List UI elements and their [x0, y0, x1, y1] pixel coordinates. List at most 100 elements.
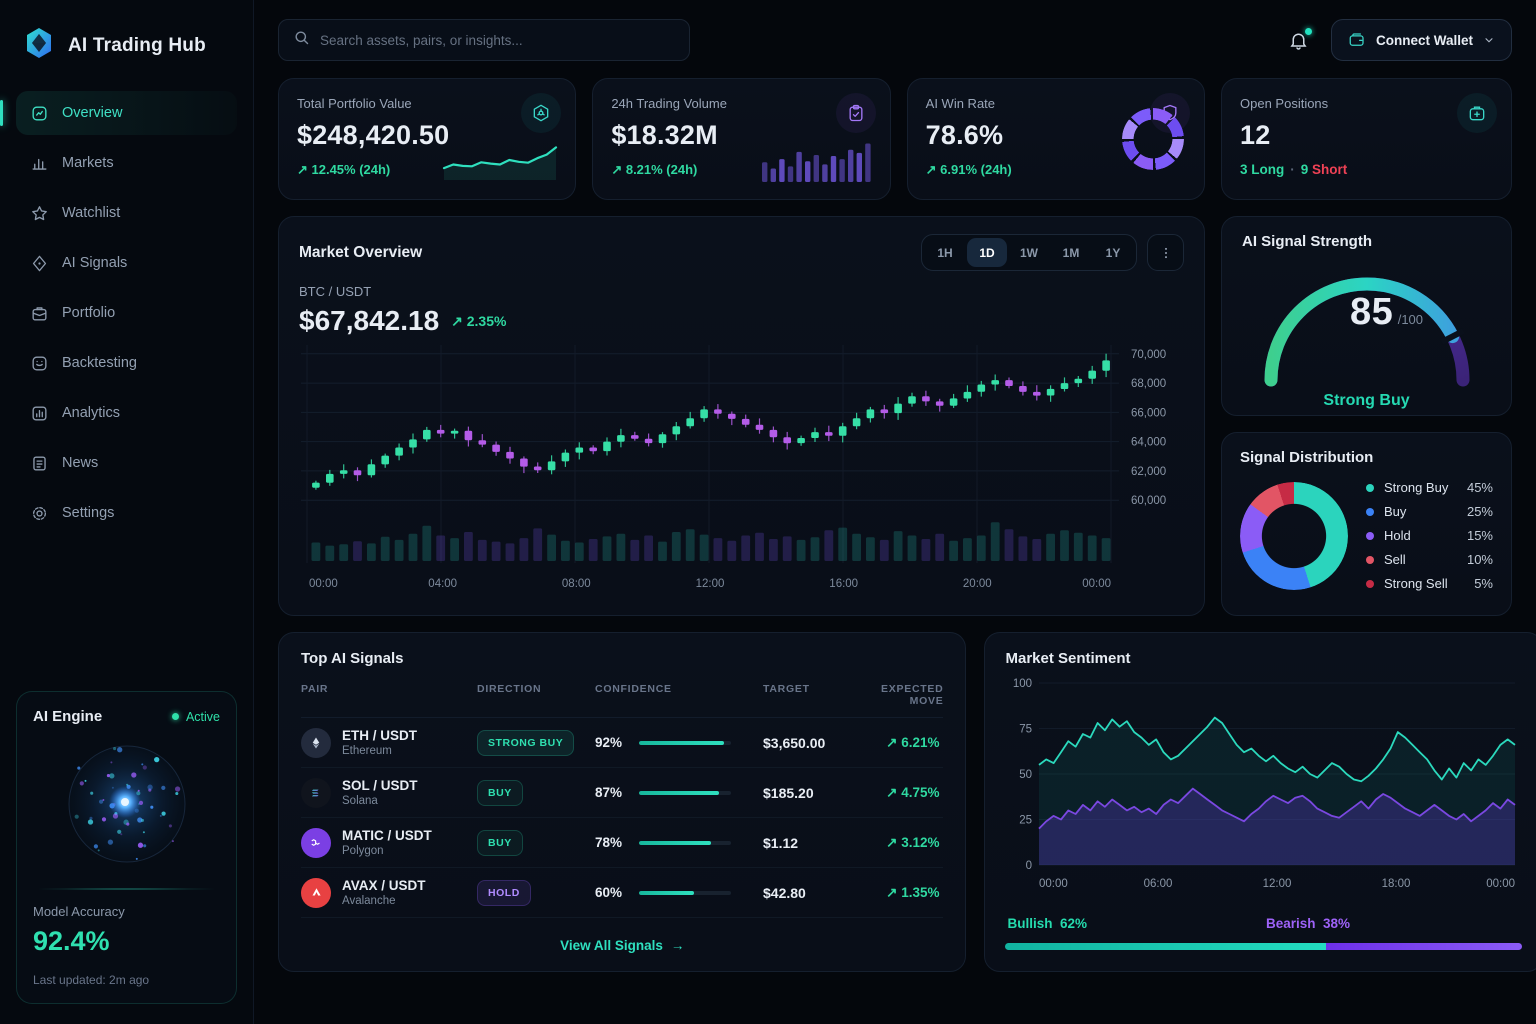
sentiment-summary: Bullish 62% Bearish 38% — [1007, 916, 1524, 931]
portfolio-sparkline — [441, 136, 559, 187]
confidence-value: 87% — [595, 785, 623, 800]
connect-wallet-button[interactable]: Connect Wallet — [1330, 19, 1512, 61]
expected-move: ↗ 1.35% — [886, 884, 940, 900]
legend-label: Sell — [1384, 552, 1406, 567]
sidebar-item-backtesting[interactable]: Backtesting — [16, 341, 237, 385]
legend-dot-icon — [1366, 579, 1374, 588]
signal-row-sol[interactable]: SOL / USDT Solana BUY 87% $185.20 ↗ 4.75% — [301, 768, 944, 818]
timeframe-1w[interactable]: 1W — [1020, 245, 1038, 260]
timeframe-1h[interactable]: 1H — [937, 245, 953, 260]
arrow-right-icon: → — [670, 938, 685, 953]
sidebar-item-settings[interactable]: Settings — [16, 491, 237, 535]
sidebar-item-markets[interactable]: Markets — [16, 141, 237, 185]
svg-text:08:00: 08:00 — [562, 578, 591, 590]
notifications-button[interactable] — [1288, 27, 1312, 51]
sidebar-item-ai-signals[interactable]: AI Signals — [16, 241, 237, 285]
sidebar: AI Trading Hub Overview Markets Watchlist A… — [0, 0, 254, 1024]
sidebar-item-portfolio[interactable]: Portfolio — [16, 291, 237, 335]
watchlist-icon — [30, 204, 49, 223]
target-price: $1.12 — [763, 834, 799, 851]
svg-text:12:00: 12:00 — [1263, 878, 1292, 890]
stat-label: Open Positions — [1240, 96, 1329, 111]
divider — [35, 888, 218, 890]
expected-move: ↗ 3.12% — [886, 834, 940, 850]
signal-row-eth[interactable]: ETH / USDT Ethereum STRONG BUY 92% $3,650.00… — [301, 718, 944, 768]
pair-price: $67,842.18 — [299, 305, 440, 336]
sidebar-item-news[interactable]: News — [16, 441, 237, 485]
candlestick-chart[interactable]: 70,000 68,000 66,000 64,000 62,000 60,000 00:0… — [299, 341, 1184, 603]
signal-row-matic[interactable]: MATIC / USDT Polygon BUY 78% $1.12 ↗ 3.12% — [301, 818, 944, 868]
legend-dot-icon — [1366, 507, 1374, 516]
target-price: $3,650.00 — [763, 734, 826, 751]
short-label: Short — [1312, 162, 1348, 177]
confidence-value: 60% — [595, 885, 623, 900]
model-accuracy-label: Model Accuracy — [33, 904, 125, 919]
stat-label: Total Portfolio Value — [297, 96, 412, 111]
confidence-bar — [639, 890, 731, 895]
stat-value: 78.6% — [925, 120, 1004, 150]
gauge-value: 85 /100 — [1242, 291, 1531, 334]
confidence-value: 78% — [595, 835, 623, 850]
signal-pair: SOL / USDT — [342, 778, 418, 793]
top-ai-signals-title: Top AI Signals — [301, 650, 404, 667]
timeframe-1y[interactable]: 1Y — [1105, 245, 1121, 260]
signal-network: Solana — [342, 795, 378, 807]
search-input[interactable] — [320, 32, 675, 48]
last-updated: Last updated: 2m ago — [33, 973, 150, 987]
chevron-down-icon — [1485, 38, 1493, 43]
overview-icon — [30, 104, 49, 123]
short-count: 9 — [1300, 162, 1309, 177]
signal-strength-title: AI Signal Strength — [1242, 233, 1373, 250]
legend-dot-icon — [1366, 483, 1374, 492]
app-logo-icon — [22, 26, 56, 65]
sidebar-item-watchlist[interactable]: Watchlist — [16, 191, 237, 235]
sidebar-nav: Overview Markets Watchlist AI Signals Portfo… — [0, 91, 237, 535]
main-area: Connect Wallet Total Portfolio Value $248… — [254, 0, 1536, 1024]
signals-table-body: ETH / USDT Ethereum STRONG BUY 92% $3,650.00… — [301, 718, 944, 918]
status-dot-icon — [171, 713, 179, 720]
app-logo: AI Trading Hub — [16, 22, 237, 91]
avax-coin-icon — [301, 877, 331, 908]
confidence-value: 92% — [595, 735, 623, 750]
timeframe-1d[interactable]: 1D — [967, 238, 1007, 267]
bullish-bar — [1005, 943, 1327, 950]
signal-strength-panel: AI Signal Strength 85 /100 Strong Buy — [1221, 216, 1512, 416]
column-header-confidence: CONFIDENCE — [595, 683, 672, 695]
bearish-bar — [1326, 943, 1523, 950]
signal-network: Avalanche — [342, 895, 396, 907]
expected-move: ↗ 4.75% — [886, 784, 940, 800]
legend-label: Strong Sell — [1384, 576, 1448, 591]
ai-engine-status: Active — [171, 710, 220, 724]
legend-item-hold: Hold 15% — [1366, 528, 1493, 543]
confidence-bar — [639, 790, 731, 795]
legend-label: Buy — [1384, 504, 1407, 519]
sidebar-item-label: News — [62, 455, 99, 471]
svg-text:68,000: 68,000 — [1131, 378, 1166, 390]
sidebar-item-label: Backtesting — [62, 355, 137, 371]
direction-badge: HOLD — [477, 879, 531, 906]
legend-dot-icon — [1366, 531, 1374, 540]
ai-engine-title: AI Engine — [33, 708, 103, 725]
legend-item-strong-sell: Strong Sell 5% — [1366, 576, 1493, 591]
eth-coin-icon — [301, 727, 331, 758]
svg-text:20:00: 20:00 — [963, 578, 992, 590]
stat-value: $248,420.50 — [297, 120, 450, 150]
sidebar-item-label: Portfolio — [62, 305, 116, 321]
sidebar-item-analytics[interactable]: Analytics — [16, 391, 237, 435]
more-options-button[interactable] — [1147, 234, 1184, 271]
view-all-signals-link[interactable]: View All Signals → — [301, 926, 943, 961]
signal-row-avax[interactable]: AVAX / USDT Avalanche HOLD 60% $42.80 ↗ 1.35% — [301, 868, 944, 918]
signal-pair: MATIC / USDT — [342, 828, 432, 843]
markets-icon — [30, 154, 49, 173]
timeframe-1m[interactable]: 1M — [1062, 245, 1080, 260]
search-box[interactable] — [278, 19, 690, 61]
pair-change: ↗ 2.35% — [451, 312, 507, 329]
separator: · — [1290, 162, 1295, 177]
direction-badge: BUY — [477, 829, 523, 856]
signal-network: Ethereum — [342, 745, 392, 757]
svg-text:12:00: 12:00 — [696, 578, 725, 590]
sidebar-item-overview[interactable]: Overview — [0, 91, 237, 135]
bullish-summary: Bullish 62% — [1007, 916, 1088, 931]
legend-dot-icon — [1366, 555, 1374, 564]
